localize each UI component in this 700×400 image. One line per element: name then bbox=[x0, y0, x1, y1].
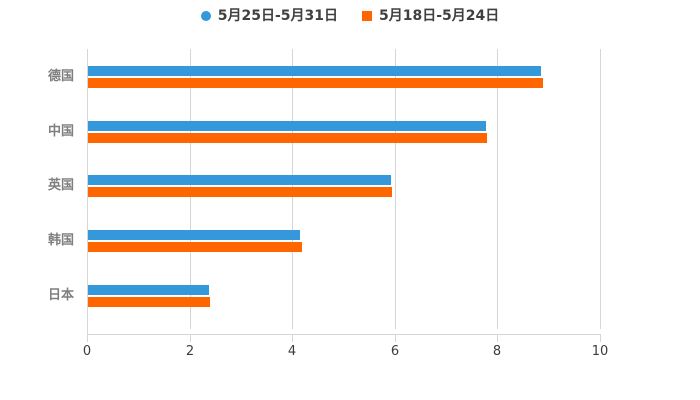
x-axis-tick bbox=[600, 334, 601, 342]
x-tick-label: 0 bbox=[82, 344, 92, 359]
legend-label-series1: 5月25日-5月31日 bbox=[217, 8, 338, 24]
x-axis-tick bbox=[190, 334, 191, 342]
x-axis-tick bbox=[395, 334, 396, 342]
legend: 5月25日-5月31日 5月18日-5月24日 bbox=[0, 6, 700, 26]
bar-series2 bbox=[88, 187, 392, 197]
bar-series1 bbox=[88, 285, 209, 295]
bar-series2 bbox=[88, 297, 210, 307]
category-label: 中国 bbox=[47, 123, 74, 139]
bar-series1 bbox=[88, 121, 486, 131]
x-axis-line bbox=[87, 334, 601, 335]
x-axis-tick bbox=[292, 334, 293, 342]
bar-series2 bbox=[88, 133, 487, 143]
x-tick-label: 10 bbox=[591, 344, 609, 359]
legend-label-series2: 5月18日-5月24日 bbox=[379, 8, 500, 24]
bar-series2 bbox=[88, 78, 543, 88]
bar-series2 bbox=[88, 242, 302, 252]
category-label: 英国 bbox=[47, 178, 74, 194]
legend-item-series1[interactable]: 5月25日-5月31日 bbox=[200, 6, 338, 26]
legend-circle-marker-icon bbox=[200, 11, 211, 21]
y-axis-line bbox=[87, 49, 88, 334]
gridline bbox=[600, 49, 601, 329]
legend-item-series2[interactable]: 5月18日-5月24日 bbox=[362, 6, 499, 26]
category-label: 韩国 bbox=[47, 233, 74, 249]
x-tick-label: 8 bbox=[492, 344, 502, 359]
x-axis-tick bbox=[87, 334, 88, 342]
gridline bbox=[395, 49, 396, 329]
x-axis-tick bbox=[497, 334, 498, 342]
bar-series1 bbox=[88, 230, 300, 240]
x-tick-label: 2 bbox=[185, 344, 195, 359]
gridline bbox=[497, 49, 498, 329]
legend-square-marker-icon bbox=[362, 11, 372, 21]
category-label: 德国 bbox=[47, 69, 74, 84]
bar-series1 bbox=[88, 175, 391, 185]
category-label: 日本 bbox=[47, 287, 74, 303]
x-tick-label: 6 bbox=[390, 344, 400, 359]
bar-series1 bbox=[88, 66, 541, 76]
x-tick-label: 4 bbox=[287, 344, 297, 359]
